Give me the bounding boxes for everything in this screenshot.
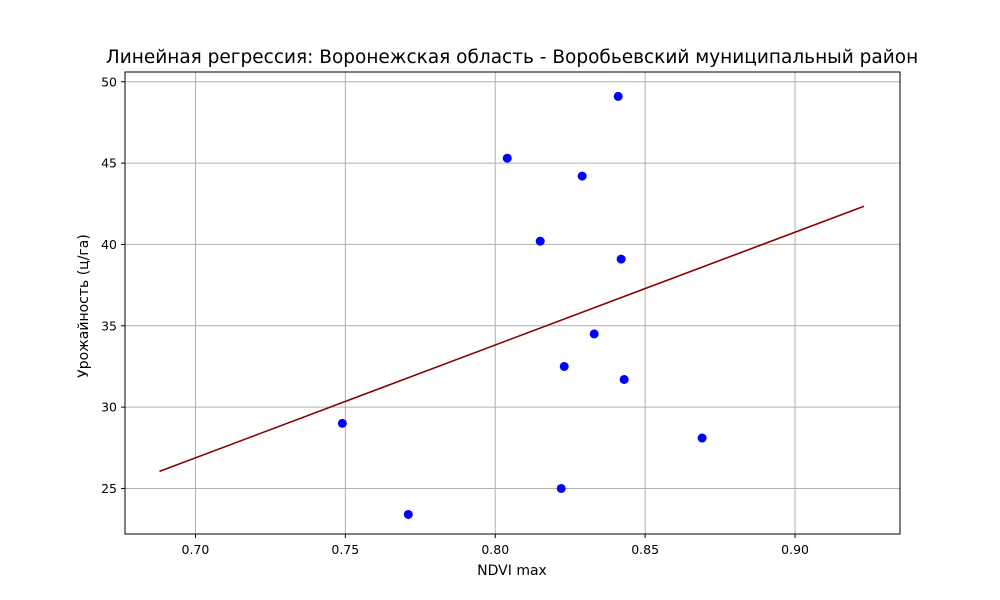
data-point xyxy=(535,236,545,246)
data-point xyxy=(403,509,413,519)
data-point xyxy=(613,91,623,101)
y-tick-label: 50 xyxy=(101,74,117,89)
y-axis-ticks: 25 30 35 40 45 50 xyxy=(101,74,125,496)
x-axis-label: NDVI max xyxy=(477,563,547,579)
data-point xyxy=(619,374,629,384)
regression-line-layer xyxy=(159,205,865,473)
data-point xyxy=(337,418,347,428)
data-point xyxy=(589,329,599,339)
grid xyxy=(125,72,900,534)
x-tick-label: 0.85 xyxy=(631,542,659,557)
x-tick-label: 0.80 xyxy=(481,542,509,557)
data-point xyxy=(697,433,707,443)
chart-title: Линейная регрессия: Воронежская область … xyxy=(106,47,918,68)
x-axis-ticks: 0.70 0.75 0.80 0.85 0.90 xyxy=(182,534,809,557)
plot-area-frame xyxy=(124,71,901,535)
y-tick-label: 45 xyxy=(101,156,117,171)
y-tick-label: 40 xyxy=(101,237,117,252)
data-point xyxy=(577,171,587,181)
points-layer xyxy=(337,91,707,519)
x-tick-label: 0.90 xyxy=(781,542,809,557)
y-axis-label: Урожайность (ц/га) xyxy=(76,234,92,378)
y-tick-label: 25 xyxy=(101,481,117,496)
regression-line xyxy=(159,205,865,473)
data-point xyxy=(502,153,512,163)
x-tick-label: 0.75 xyxy=(331,542,359,557)
data-point xyxy=(616,254,626,264)
data-point xyxy=(559,361,569,371)
data-point xyxy=(556,483,566,493)
x-tick-label: 0.70 xyxy=(182,542,210,557)
y-tick-label: 35 xyxy=(101,318,117,333)
y-tick-label: 30 xyxy=(101,400,117,415)
